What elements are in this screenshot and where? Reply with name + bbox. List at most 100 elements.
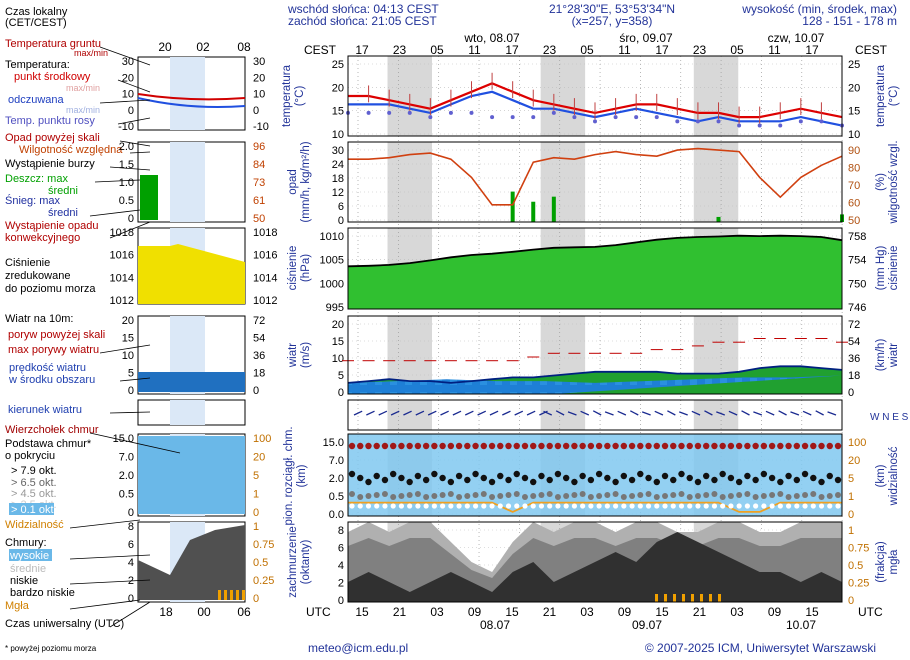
cloud-base-dot [497, 493, 504, 499]
label-line: mgła [888, 549, 900, 575]
dewpoint-point [778, 123, 783, 128]
cloud-base-dot [620, 472, 628, 480]
legend-tick-precip: 1.0 [119, 177, 134, 189]
cloud-base-dot [431, 503, 437, 509]
wind-arrow [728, 410, 738, 416]
ground-temp-maxmin: max/min [74, 48, 108, 58]
cloud-top-dot [818, 442, 825, 450]
cloud-top-dot [562, 442, 570, 450]
cloud-base-dot [711, 476, 718, 484]
wind-arrow [403, 410, 412, 416]
night-band [693, 400, 739, 430]
panel-frame-cover [347, 521, 843, 603]
footnote: * powyżej poziomu morza [5, 644, 97, 653]
wind-arrow [691, 410, 701, 416]
cloud-base-dot [480, 491, 487, 497]
day-bottom-label: 08.07 [480, 618, 510, 632]
panel-frame-precip [347, 141, 843, 223]
y-tick-temp: 20 [848, 82, 860, 94]
y-tick-wind_r: 18 [848, 370, 860, 382]
height-title: wysokość (min, środek, max) [741, 2, 897, 16]
cloud-base-dot [472, 503, 479, 509]
cloud-base-dot [513, 491, 520, 497]
cloud-base-dot [562, 474, 570, 482]
okt01-label: > 0.1 okt. [11, 504, 57, 516]
cloud-base-dot [694, 493, 701, 499]
temp-axis-label-right: temperatura(°C) [875, 64, 900, 127]
cloud-base-dot [423, 503, 429, 509]
y-tick-cover: 0 [338, 595, 344, 607]
precip-over-label: Opad powyżej skali [5, 132, 100, 144]
utc-time-tick: 00 [197, 605, 211, 619]
wind-arrow [366, 410, 375, 416]
panel-frame-cbase [347, 433, 843, 517]
cloud-top-dot [694, 442, 702, 450]
legend-cloud-sky [138, 436, 245, 514]
dewpoint-point [695, 119, 700, 124]
fog-bar [664, 594, 667, 602]
legend-pointer [119, 377, 151, 382]
legend-tick-temp: 20 [122, 72, 134, 84]
cest-label-left: CEST [304, 43, 337, 57]
cloud-base-dot [662, 503, 668, 509]
legend-tick-temp: 0 [128, 105, 134, 117]
temp-title: Temperatura: [5, 59, 70, 71]
y-tick-temp: 20 [332, 82, 344, 94]
wind-arrow [790, 411, 800, 416]
pressure-line [347, 234, 843, 268]
cloud-top-dot [571, 442, 578, 450]
wind-arrow [415, 410, 425, 416]
label-line: (km) [875, 464, 887, 487]
cloud-base-dot [785, 472, 792, 480]
legend-tick-vis: 100 [253, 433, 271, 445]
cover-axis-label: zachmurzenie(oktanty) [287, 526, 312, 598]
cloud-top-dot [587, 442, 595, 450]
cloud-top-dot [381, 442, 389, 450]
legend-panel: Czas lokalny (CET/CEST)20 02 08Temperatura … [5, 6, 277, 630]
cloud-base-dot [587, 494, 594, 500]
cloud-base-dot [587, 476, 595, 484]
cloud-base-dot [827, 503, 833, 509]
y-tick-cover: 8 [338, 525, 344, 537]
wind-arrow [592, 410, 602, 416]
legend-night-band [170, 142, 205, 222]
fog-bar [655, 594, 658, 602]
cloud-base-dot [744, 472, 751, 480]
height-values: 128 - 151 - 178 m [802, 14, 897, 28]
humidity-label: Wilgotność względna [19, 144, 123, 156]
cloud-top-dot [389, 442, 397, 450]
cloud-top-dot [422, 442, 430, 450]
legend-pointer [99, 344, 151, 354]
cloud-base-dot [505, 492, 512, 498]
y-tick-precip: 0 [338, 215, 344, 227]
y-tick-vis: 20 [848, 455, 860, 467]
hour-top-label: 11 [768, 43, 781, 57]
cloud-base-dot [727, 474, 735, 482]
cloud-base-dot [447, 491, 454, 497]
cloud-base-dot [785, 494, 792, 500]
hour-bottom-label: 09 [468, 605, 482, 619]
cloud-base-dot [728, 503, 734, 509]
cloud-top-dot [760, 442, 768, 450]
day-top-label: śro, 09.07 [619, 31, 673, 45]
cloud-top-dot [735, 442, 743, 450]
cloud-top-dot [620, 442, 628, 450]
legend-tick-precip: 1.5 [119, 159, 134, 171]
y-tick-cbase: 0.5 [329, 491, 344, 503]
visibility-label: Widzialność [5, 519, 64, 531]
legend-tick-wind_r: 54 [253, 333, 265, 345]
legend-tick-temp: 30 [122, 56, 134, 68]
legend-tick-fog: 1 [253, 521, 259, 533]
label-line: o pokryciu [5, 450, 55, 462]
legend-tick-hum: 73 [253, 177, 265, 189]
night-band [387, 400, 432, 430]
cloud-base-dot [481, 503, 487, 509]
cloud-base-dot [546, 491, 553, 497]
wind-arrow [378, 410, 388, 416]
cloud-base-dot [769, 503, 775, 509]
wind-arrow [765, 410, 775, 416]
email-link[interactable]: meteo@icm.edu.pl [308, 641, 408, 655]
legend-pointer [69, 599, 141, 610]
wind-axis-label: wiatr(m/s) [287, 342, 312, 368]
legend-tick-vis: 20 [253, 452, 265, 464]
